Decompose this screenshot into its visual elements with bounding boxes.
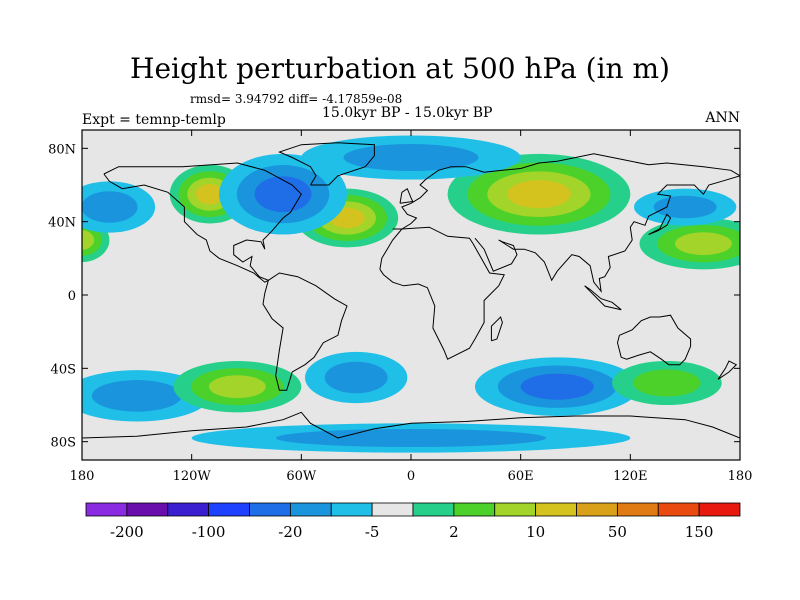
coastline-8 [399, 187, 414, 204]
colorbar-swatch [249, 502, 291, 517]
colorbar-swatch [330, 502, 373, 517]
arctic-low-contour-2 [343, 143, 479, 172]
lat-tick-label: 40N [48, 216, 76, 231]
colorbar-label: -5 [365, 523, 380, 541]
colorbar-swatch [208, 502, 250, 517]
lon-tick-label: 180 [728, 469, 753, 484]
s-pacific-low-contour-2 [91, 380, 182, 412]
lat-tick-label: 80S [51, 436, 76, 451]
colorbar-swatch [371, 502, 414, 517]
period-label: 15.0kyr BP - 15.0kyr BP [322, 105, 493, 121]
coastline-12 [490, 316, 503, 342]
colorbar-swatch [167, 502, 210, 517]
colorbar-swatch [698, 502, 741, 517]
colorbar-label: -200 [110, 523, 144, 541]
coastline-3 [379, 226, 505, 360]
lon-tick-label: 180 [70, 469, 95, 484]
colorbar-swatch [494, 502, 537, 517]
coastline-5 [616, 314, 692, 366]
colorbar-label: 10 [526, 523, 545, 541]
n-america-high-contour-4 [195, 183, 224, 205]
coastline-1 [262, 272, 348, 391]
lon-tick-label: 60E [508, 469, 534, 484]
lon-tick-label: 120W [173, 469, 212, 484]
s-atlantic-low-contour-2 [324, 361, 388, 394]
coastline-4 [474, 175, 740, 294]
colorbar-label: 50 [608, 523, 627, 541]
colorbar-swatch [453, 502, 496, 517]
e-pacific-low-contour-2 [82, 191, 138, 223]
antarctic-low-contour-2 [276, 428, 546, 448]
coastline-7 [82, 411, 740, 439]
n-pacific-low2-contour-2 [653, 195, 717, 219]
colorbar-swatch [289, 502, 332, 517]
colorbar-label: 2 [449, 523, 459, 541]
map-title: Height perturbation at 500 hPa (in m) [130, 52, 670, 85]
lat-tick-label: 80N [48, 142, 76, 157]
coastline-6 [277, 142, 375, 186]
colorbar-label: -100 [192, 523, 226, 541]
coastline-10 [717, 360, 738, 380]
n-pacific-high-contour-3 [675, 232, 732, 256]
canada-low-contour-3 [254, 176, 312, 213]
experiment-label: Expt = temnp-temlp [82, 112, 226, 128]
coastline-11 [584, 285, 622, 311]
colorbar-swatch [85, 502, 128, 517]
s-indian-low-contour-3 [520, 373, 594, 400]
colorbar-swatch [657, 502, 700, 517]
lat-tick-label: 0 [68, 289, 76, 304]
colorbar-swatch [576, 502, 618, 517]
s-pacific-high-contour-3 [208, 375, 266, 399]
coastline-0 [103, 162, 302, 283]
lon-tick-label: 120E [613, 469, 647, 484]
colorbar-label: 150 [685, 523, 714, 541]
stats-text: rmsd= 3.94792 diff= -4.17859e-08 [190, 92, 403, 106]
colorbar-swatch [412, 502, 455, 517]
lat-tick-label: 40S [51, 362, 76, 377]
lon-tick-label: 60W [286, 469, 317, 484]
colorbar-swatch [126, 502, 169, 517]
s-ocean-high-contour-2 [633, 369, 701, 397]
season-label: ANN [705, 110, 740, 126]
colorbar-swatch [616, 502, 659, 517]
w-pacific-high-contour-3 [82, 230, 95, 250]
colorbar-swatch [535, 502, 577, 517]
coastline-9 [648, 213, 672, 235]
siberia-high-contour-4 [507, 180, 571, 209]
lon-tick-label: 0 [407, 469, 415, 484]
coastline-2 [392, 153, 740, 230]
colorbar-label: -20 [278, 523, 302, 541]
